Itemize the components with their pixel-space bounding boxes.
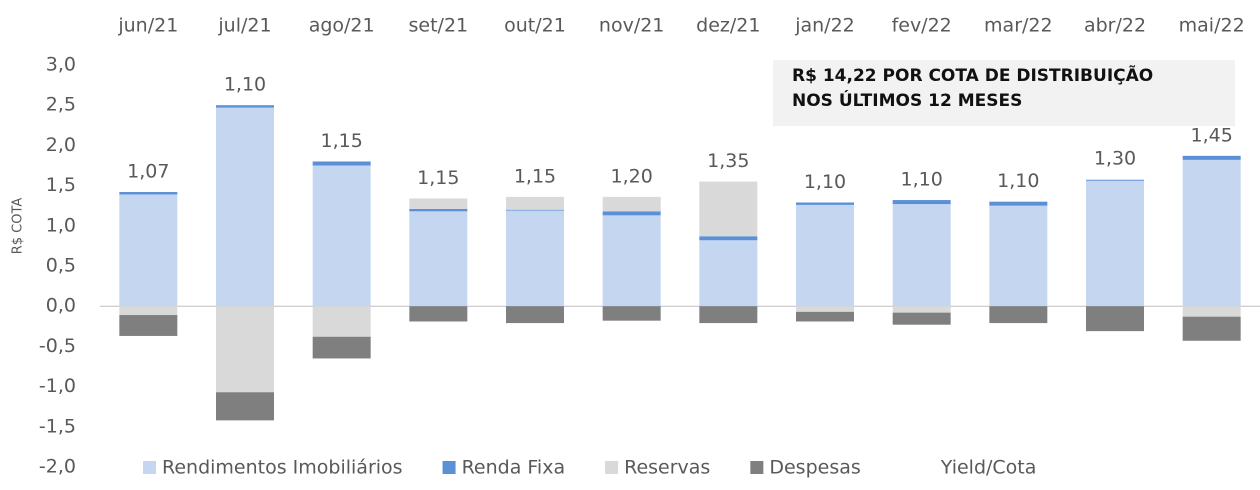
bar-segment <box>989 205 1048 307</box>
legend-label: Rendimentos Imobiliários <box>162 457 403 479</box>
data-label: 1,10 <box>997 170 1039 192</box>
x-tick-label: nov/21 <box>599 15 665 37</box>
legend-swatch <box>442 461 456 474</box>
y-axis-label: R$ COTA <box>11 198 26 255</box>
bar-segment <box>796 202 854 205</box>
y-tick-label: 0,0 <box>46 295 76 317</box>
bar-segment <box>796 204 854 307</box>
annotation-box <box>773 60 1235 126</box>
x-tick-label: jan/22 <box>794 15 855 37</box>
y-tick-label: 3,0 <box>46 54 76 76</box>
bar-segment <box>1086 179 1144 180</box>
bar-segment <box>602 306 661 321</box>
bar-segment <box>1182 316 1241 341</box>
bar-segment <box>312 306 371 337</box>
annotation: R$ 14,22 POR COTA DE DISTRIBUIÇÃO <box>792 63 1153 86</box>
bar-segment <box>1086 180 1144 307</box>
data-label: 1,10 <box>804 171 846 193</box>
bar-segment <box>602 215 661 307</box>
bar-segment <box>506 196 564 210</box>
bar-segment <box>216 392 274 421</box>
x-tick-label: set/21 <box>409 15 469 37</box>
data-label: 1,15 <box>321 130 363 152</box>
bar-segment <box>602 196 661 212</box>
legend-label: Renda Fixa <box>462 457 566 479</box>
bar-segment <box>892 312 951 325</box>
bar-segment <box>602 211 661 216</box>
bar-segment <box>1182 159 1241 307</box>
bar-segment <box>699 181 758 237</box>
y-tick-label: 1,5 <box>46 174 76 196</box>
bar-segment <box>699 306 758 324</box>
bar-segment <box>506 306 564 324</box>
bar-segment <box>796 311 854 322</box>
bar-segment <box>506 209 564 211</box>
data-label: 1,35 <box>707 150 749 172</box>
y-tick-label: 2,0 <box>46 134 76 156</box>
legend-swatch <box>605 461 619 474</box>
bar-segment <box>409 306 468 322</box>
y-tick-label: -1,5 <box>39 415 76 437</box>
legend-label: Yield/Cota <box>940 457 1037 479</box>
bar-segment <box>216 105 274 108</box>
bar-segment <box>119 194 178 307</box>
x-tick-label: fev/22 <box>892 15 952 37</box>
bar-segment <box>312 165 371 307</box>
data-label: 1,10 <box>224 74 266 96</box>
bar-segment <box>1086 306 1144 332</box>
x-tick-label: dez/21 <box>696 15 760 37</box>
bar-segment <box>119 192 178 195</box>
bar-segment <box>892 306 951 313</box>
legend-swatch <box>750 461 764 474</box>
y-tick-label: -0,5 <box>39 335 76 357</box>
bar-segment <box>216 306 274 393</box>
bar-segment <box>989 201 1048 206</box>
legend-swatch <box>143 461 156 474</box>
bar-segment <box>892 204 951 307</box>
data-label: 1,15 <box>514 165 556 187</box>
x-tick-label: abr/22 <box>1084 15 1146 37</box>
bar-segment <box>989 306 1048 324</box>
bar-segment <box>699 240 758 307</box>
bar-segment <box>119 315 178 336</box>
legend-label: Despesas <box>769 457 860 479</box>
bar-segment <box>312 161 371 166</box>
y-tick-label: -1,0 <box>39 375 76 397</box>
data-label: 1,20 <box>611 165 653 187</box>
y-tick-label: 1,0 <box>46 214 76 236</box>
legend-label: Reservas <box>624 457 710 479</box>
bar-segment <box>506 210 564 307</box>
x-tick-label: jun/21 <box>117 15 178 37</box>
data-label: 1,10 <box>901 169 943 191</box>
bar-segment <box>1182 306 1241 317</box>
data-label: 1,45 <box>1191 124 1233 146</box>
data-label: 1,07 <box>127 161 169 183</box>
bar-segment <box>409 198 468 209</box>
x-tick-label: ago/21 <box>309 15 375 37</box>
bar-segment <box>796 306 854 312</box>
x-tick-label: out/21 <box>504 15 566 37</box>
bar-segment <box>409 211 468 307</box>
bar-segment <box>1086 179 1144 181</box>
bar-segment <box>119 306 178 316</box>
x-tick-label: jul/21 <box>217 15 271 37</box>
x-tick-label: mar/22 <box>984 15 1053 37</box>
bar-segment <box>699 236 758 241</box>
y-tick-label: 0,5 <box>46 255 76 277</box>
bar-segment <box>409 208 468 212</box>
bar-segment <box>1182 155 1241 160</box>
bar-segment <box>892 200 951 205</box>
bar-segment <box>216 107 274 307</box>
bar-segment <box>312 336 371 359</box>
annotation: NOS ÚLTIMOS 12 MESES <box>792 89 1022 111</box>
x-tick-label: mai/22 <box>1179 15 1245 37</box>
y-tick-label: 2,5 <box>46 94 76 116</box>
data-label: 1,15 <box>417 167 459 189</box>
data-label: 1,30 <box>1094 148 1136 170</box>
y-tick-label: -2,0 <box>39 456 76 478</box>
